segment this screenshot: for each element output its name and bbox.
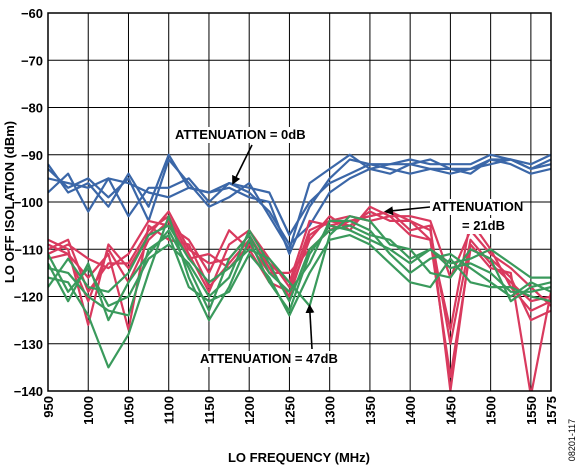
series-line-att21 [48,210,551,331]
x-tick-label: 1450 [443,396,458,425]
y-tick-label: −130 [14,337,43,352]
annotation-0db-label-bg [173,127,311,143]
annotation-21db-label: ATTENUATION [432,199,523,214]
y-tick-label: −60 [21,6,43,21]
x-tick-label: 1050 [121,396,136,425]
y-tick-label: −90 [21,148,43,163]
y-tick-label: −100 [14,195,43,210]
annotation-0db-arrow [232,144,253,185]
x-tick-label: 950 [41,396,56,418]
annotations: ATTENUATION = 0dB ATTENUATION = 21dB ATTENU… [173,127,523,367]
series-line-att21 [48,210,551,391]
series-line-att47 [48,234,551,317]
y-tick-label: −110 [14,242,43,257]
series-line-att47 [48,215,551,369]
annotation-47db-label: ATTENUATION = 47dB [200,351,338,366]
annotation-21db-arrow [384,206,431,216]
x-tick-label: 1200 [242,396,257,425]
x-axis-title: LO FREQUENCY (MHz) [228,450,370,465]
plot-frame [47,12,552,392]
x-tick-label: 1550 [524,396,539,425]
annotation-21db-label-2-bg [460,218,512,234]
annotation-47db-label-bg [198,351,344,367]
series-layer [48,153,551,391]
y-tick-label: −80 [21,101,43,116]
y-tick-label: −70 [21,53,43,68]
y-axis-title: LO OFF ISOLATION (dBm) [2,121,17,283]
annotation-21db-label-bg [430,199,521,215]
annotation-21db-label-2: = 21dB [462,218,505,233]
series-line-att0 [48,153,551,256]
series-line-att21 [48,210,551,345]
x-axis-tick-labels: 950 1000 1050 1100 1150 1200 1250 1300 1350 1400 1… [41,396,559,425]
series-line-att47 [48,219,551,322]
x-tick-label: 1400 [403,396,418,425]
x-tick-label: 1575 [544,396,559,425]
y-tick-label: −120 [14,290,43,305]
x-tick-label: 1000 [81,396,96,425]
annotation-47db-arrow [305,303,315,350]
x-tick-label: 1350 [363,396,378,425]
series-line-att0 [48,153,551,251]
y-tick-label: −140 [14,384,43,399]
figure-id: 08201-117 [567,419,577,461]
x-tick-label: 1250 [282,396,297,425]
y-axis-tick-labels: −60 −70 −80 −90 −100 −110 −120 −130 −140 [14,6,43,399]
x-tick-label: 1500 [484,396,499,425]
x-tick-label: 1300 [323,396,338,425]
series-line-att47 [48,224,551,307]
x-tick-label: 1150 [202,396,217,424]
annotation-0db-label: ATTENUATION = 0dB [175,127,306,142]
x-tick-label: 1100 [162,396,177,424]
